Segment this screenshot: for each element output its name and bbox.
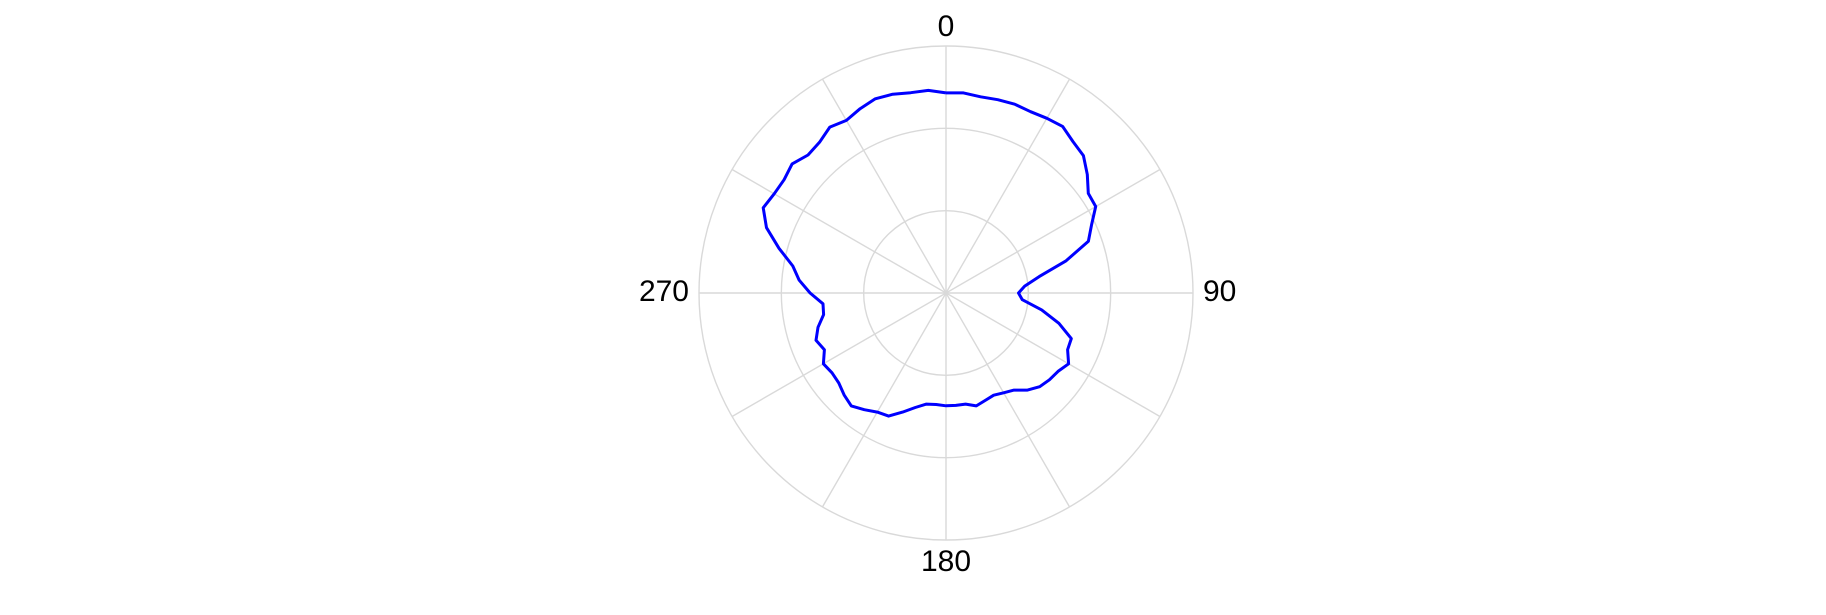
radial-gridline-2 (780, 127, 1112, 459)
angle-tick-label-270: 270 (639, 275, 689, 308)
angle-tick-labels: 0 90 180 270 (639, 10, 1236, 578)
polar-grid (698, 45, 1194, 541)
series-line-0 (761, 88, 1098, 418)
angle-tick-label-0: 0 (938, 10, 955, 43)
angle-tick-label-180: 180 (921, 545, 971, 578)
angle-tick-label-90: 90 (1203, 275, 1236, 308)
series-layer (761, 88, 1098, 418)
radial-gridline-1 (862, 209, 1030, 377)
radial-gridline-3 (698, 45, 1194, 541)
